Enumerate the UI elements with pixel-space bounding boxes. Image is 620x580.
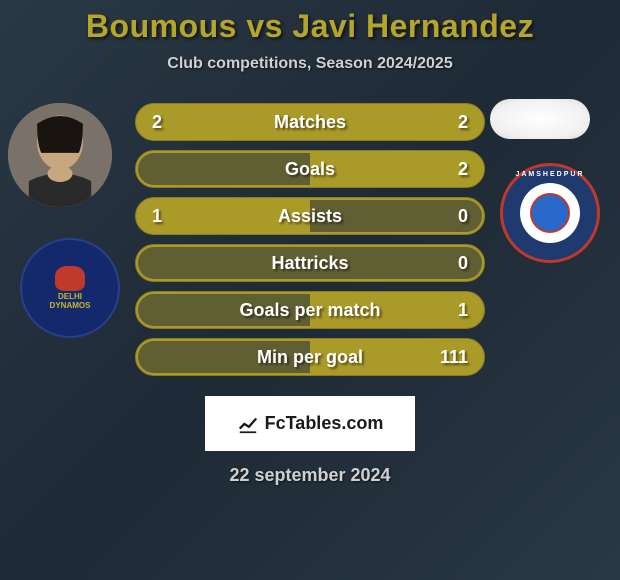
stat-left-val: 2 — [152, 112, 182, 133]
stat-label: Matches — [274, 112, 346, 133]
stat-row-hattricks: Hattricks 0 — [135, 244, 485, 282]
stat-row-matches: 2 Matches 2 — [135, 103, 485, 141]
stat-row-gpm: Goals per match 1 — [135, 291, 485, 329]
watermark: FcTables.com — [205, 396, 415, 451]
player-avatar-right — [490, 99, 590, 139]
badge-right-center-icon — [530, 193, 570, 233]
stat-left-val: 1 — [152, 206, 182, 227]
stat-label: Goals per match — [239, 300, 380, 321]
badge-left-text: DELHIDYNAMOS — [50, 293, 91, 311]
page-title: Boumous vs Javi Hernandez — [86, 8, 534, 45]
team-badge-right: JAMSHEDPUR — [500, 163, 600, 263]
stat-right-val: 111 — [438, 347, 468, 368]
stat-right-val: 2 — [438, 112, 468, 133]
stat-row-goals: Goals 2 — [135, 150, 485, 188]
stat-label: Min per goal — [257, 347, 363, 368]
badge-right-inner — [520, 183, 580, 243]
stat-label: Goals — [285, 159, 335, 180]
stat-label: Assists — [278, 206, 342, 227]
stat-right-val: 2 — [438, 159, 468, 180]
main-container: Boumous vs Javi Hernandez Club competiti… — [0, 0, 620, 580]
lion-icon — [55, 266, 85, 291]
watermark-text: FcTables.com — [265, 413, 384, 434]
player-avatar-left — [8, 103, 112, 207]
stat-rows: 2 Matches 2 Goals 2 1 Assists 0 — [135, 103, 485, 376]
badge-right-text: JAMSHEDPUR — [515, 171, 584, 178]
stat-right-val: 0 — [438, 206, 468, 227]
stat-label: Hattricks — [271, 253, 348, 274]
avatar-placeholder-icon — [8, 103, 112, 207]
badge-left-inner: DELHIDYNAMOS — [35, 258, 105, 318]
date-label: 22 september 2024 — [229, 465, 390, 486]
stats-section: DELHIDYNAMOS JAMSHEDPUR 2 Matches 2 — [0, 103, 620, 376]
stat-right-val: 1 — [438, 300, 468, 321]
stat-row-mpg: Min per goal 111 — [135, 338, 485, 376]
chart-icon — [237, 413, 259, 435]
team-badge-left: DELHIDYNAMOS — [20, 238, 120, 338]
subtitle: Club competitions, Season 2024/2025 — [167, 55, 452, 73]
stat-row-assists: 1 Assists 0 — [135, 197, 485, 235]
stat-right-val: 0 — [438, 253, 468, 274]
